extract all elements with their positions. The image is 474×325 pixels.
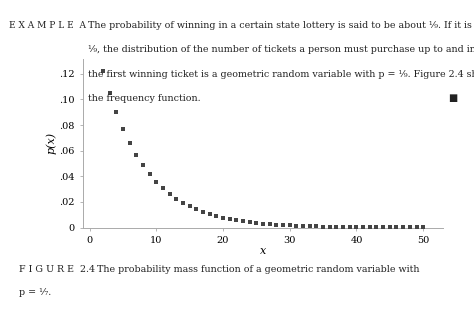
Text: The probability mass function of a geometric random variable with: The probability mass function of a geome… [88, 265, 419, 274]
Text: the first winning ticket is a geometric random variable with p = ¹⁄₉. Figure 2.4: the first winning ticket is a geometric … [88, 70, 474, 79]
Text: F I G U R E  2.4: F I G U R E 2.4 [19, 265, 95, 274]
X-axis label: x: x [260, 246, 266, 256]
Text: E X A M P L E  A: E X A M P L E A [9, 21, 86, 30]
Text: The probability of winning in a certain state lottery is said to be about ¹⁄₉. I: The probability of winning in a certain … [88, 21, 474, 30]
Text: p = ¹⁄₇.: p = ¹⁄₇. [19, 288, 51, 297]
Text: ■: ■ [448, 94, 457, 103]
Text: ¹⁄₉, the distribution of the number of tickets a person must purchase up to and : ¹⁄₉, the distribution of the number of t… [88, 46, 474, 55]
Text: the frequency function.: the frequency function. [88, 94, 201, 103]
Y-axis label: p(x): p(x) [46, 132, 56, 154]
